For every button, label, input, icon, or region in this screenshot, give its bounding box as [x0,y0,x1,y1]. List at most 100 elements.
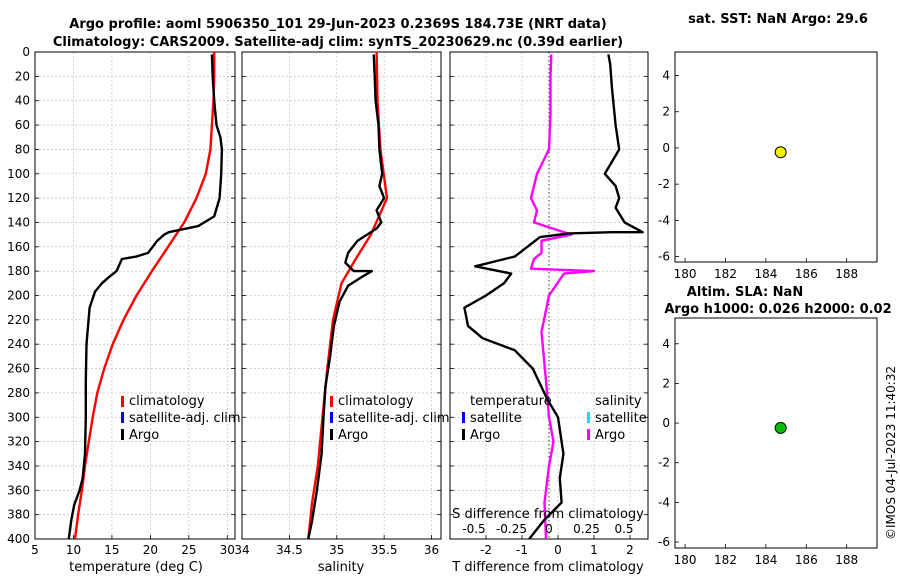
map-x-tick-label: 184 [754,267,777,281]
map-y-tick-label: 2 [662,376,670,390]
diff-legend-sal-satellite-label: satellite [595,411,647,426]
depth-tick-label: 180 [7,264,30,278]
sst-axes-frame [674,51,878,263]
sal-legend-argo-swatch [330,429,333,440]
x-tick-label: 10 [66,543,81,557]
diff-legend-temp-satellite-swatch [462,412,465,423]
sla-title-line2: Argo h1000: 0.026 h2000: 0.02 [664,302,891,317]
salinity-argo-line [307,54,386,540]
x-tick-label: 1 [590,543,598,557]
diff-legend-temp-argo-swatch [462,429,465,440]
depth-tick-label: 400 [7,532,30,546]
difference-xlabel: T difference from climatology [451,560,644,575]
x-tick-label: 34.5 [276,543,303,557]
x-tick-label: 20 [143,543,158,557]
legend-satellite-swatch [121,412,124,423]
legend-climatology-swatch [121,396,124,407]
map-y-tick-label: 4 [662,337,670,351]
difference-top-label: S difference from climatology [452,507,644,522]
map-x-tick-label: 180 [674,267,697,281]
sal-legend-climatology-swatch [330,396,333,407]
legend-climatology-label: climatology [129,394,205,409]
map-y-tick-label: -4 [658,213,670,227]
x-tick-label: 34 [234,543,249,557]
sla-title-line1: Altim. SLA: NaN [687,285,803,300]
sla-axes-frame [674,317,878,549]
sla-panel: Altim. SLA: NaN Argo h1000: 0.026 h2000:… [658,285,892,567]
depth-tick-label: 360 [7,483,30,497]
salinity-difference-argo-line [529,54,596,540]
x-tick-label: -1 [516,543,528,557]
x-tick-label: 5 [31,543,39,557]
depth-tick-label: 100 [7,167,30,181]
map-x-tick-label: 182 [714,267,737,281]
map-y-tick-label: -4 [658,495,670,509]
sst-location-marker [774,146,787,159]
diff-legend-sal-argo-label: Argo [595,428,625,443]
x-tick-label: 15 [104,543,119,557]
x-tick-label: -2 [480,543,492,557]
map-y-tick-label: 4 [662,69,670,83]
legend-argo-label: Argo [129,428,159,443]
temperature-argo-line [67,54,224,540]
depth-tick-label: 340 [7,459,30,473]
temperature-axes-frame [34,51,236,540]
depth-tick-label: 280 [7,386,30,400]
x-tick-label: 2 [626,543,634,557]
x-tick-label: 0 [554,543,562,557]
depth-tick-label: 60 [15,118,30,132]
map-y-tick-label: -2 [658,177,670,191]
depth-tick-label: 0 [22,45,30,59]
depth-tick-label: 220 [7,313,30,327]
diff-legend-sal-argo-swatch [587,429,590,440]
sdiff-tick-label: -0.5 [462,522,485,536]
figure-title-line1: Argo profile: aoml 5906350_101 29-Jun-20… [69,17,606,32]
salinity-panel: 34 34.5 35 35.5 36 salinity climatology sate… [234,51,450,575]
diff-legend-temp-argo-label: Argo [470,428,500,443]
sst-title: sat. SST: NaN Argo: 29.6 [688,12,868,27]
difference-legend: temperature satellite Argo salinity sate… [462,394,647,443]
depth-tick-label: 200 [7,289,30,303]
legend-sal-title: salinity [595,394,642,409]
temperature-panel: 0 20 40 60 80 100 120 140 160 180 200 220 240 260 280 3… [7,45,241,575]
map-x-tick-label: 188 [835,267,858,281]
depth-tick-label: 300 [7,410,30,424]
depth-tick-label: 40 [15,94,30,108]
map-y-tick-label: -2 [658,456,670,470]
map-x-tick-label: 186 [795,267,818,281]
depth-tick-label: 380 [7,508,30,522]
salinity-legend: climatology satellite-adj. clim Argo [330,394,450,443]
depth-tick-label: 20 [15,69,30,83]
sal-legend-satellite-label: satellite-adj. clim [338,411,450,426]
x-tick-label: 35.5 [371,543,398,557]
depth-tick-label: 160 [7,240,30,254]
depth-tick-label: 140 [7,215,30,229]
figure-title-line2: Climatology: CARS2009. Satellite-adj cli… [53,35,623,50]
depth-tick-label: 240 [7,337,30,351]
map-x-tick-label: 180 [674,553,697,567]
depth-tick-label: 320 [7,435,30,449]
temperature-xlabel: temperature (deg C) [69,560,203,575]
difference-panel: -2 -1 0 1 2 T difference from climatology S … [449,51,649,575]
map-x-tick-label: 188 [835,553,858,567]
temperature-climatology-line [73,52,216,540]
map-x-tick-label: 184 [754,553,777,567]
map-y-tick-label: 0 [662,416,670,430]
map-x-tick-label: 182 [714,553,737,567]
legend-argo-swatch [121,429,124,440]
map-y-tick-label: 2 [662,105,670,119]
sal-legend-satellite-swatch [330,412,333,423]
x-tick-label: 25 [181,543,196,557]
map-y-tick-label: -6 [658,535,670,549]
sla-location-marker [774,421,787,434]
imos-watermark: ©IMOS 04-Jul-2023 11:40:32 [884,366,898,540]
temperature-legend: climatology satellite-adj. clim Argo [121,394,241,443]
map-x-tick-label: 186 [795,553,818,567]
x-tick-label: 36 [424,543,439,557]
legend-temp-title: temperature [470,394,552,409]
sal-legend-climatology-label: climatology [338,394,414,409]
diff-legend-sal-satellite-swatch [587,412,590,423]
depth-tick-label: 120 [7,191,30,205]
salinity-xlabel: salinity [318,560,365,575]
